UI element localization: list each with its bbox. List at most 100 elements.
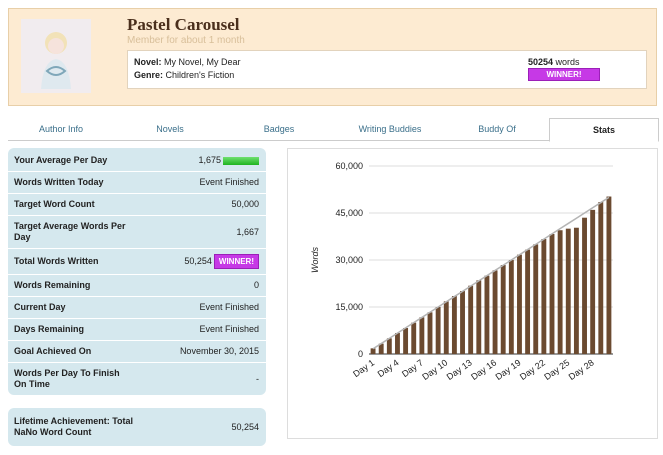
bar [573, 227, 579, 354]
bar [451, 296, 457, 354]
stat-value: - [256, 373, 259, 384]
x-tick-label: Day 4 [376, 357, 401, 379]
stat-value: Event Finished [199, 177, 259, 187]
stat-value-wrap: 0 [254, 280, 259, 291]
stat-value: Event Finished [199, 302, 259, 312]
stat-value-wrap: 50,000 [231, 199, 259, 210]
stat-label: Days Remaining [14, 324, 85, 334]
y-tick-label: 60,000 [335, 161, 363, 171]
bar [443, 301, 449, 354]
profile-header: Pastel Carousel Member for about 1 month… [8, 8, 657, 106]
tab[interactable]: Stats [549, 118, 659, 142]
tab[interactable]: Writing Buddies [358, 124, 422, 134]
lifetime-label: Lifetime Achievement: Total NaNo Word Co… [14, 416, 134, 437]
bar [484, 275, 490, 354]
bar [460, 291, 465, 354]
bar [557, 230, 563, 354]
y-tick-label: 30,000 [335, 255, 363, 265]
stat-value: Event Finished [199, 324, 259, 334]
stat-value-wrap: 1,667 [236, 227, 259, 238]
stat-value-wrap: 1,675 [198, 155, 259, 166]
bar [468, 285, 474, 354]
novel-label: Novel: [134, 57, 162, 67]
stat-row: Days Remaining Event Finished [8, 319, 266, 341]
stat-value-wrap: November 30, 2015 [180, 346, 259, 357]
stat-row: Words Per Day To Finish On Time - [8, 363, 266, 395]
x-tick-label: Day 25 [542, 357, 571, 382]
x-tick-label: Day 1 [351, 357, 376, 379]
bar [476, 280, 482, 354]
tab[interactable]: Badges [263, 124, 295, 134]
genre-label: Genre: [134, 70, 164, 80]
stat-value: 1,675 [198, 155, 221, 165]
stat-row: Words Remaining 0 [8, 275, 266, 297]
y-tick-label: 0 [358, 349, 363, 359]
winner-badge: WINNER! [528, 68, 600, 81]
bar [590, 209, 596, 354]
stat-row: Target Average Words Per Day 1,667 [8, 216, 266, 249]
word-count: 50254 [528, 57, 554, 67]
bar [403, 327, 409, 354]
bar [517, 254, 522, 354]
stat-value: 0 [253, 280, 259, 290]
bar [549, 233, 555, 354]
bar [395, 333, 400, 354]
stat-row: Total Words Written 50,254 WINNER! [8, 249, 266, 275]
bar [533, 244, 539, 354]
stat-label: Current Day [14, 302, 66, 312]
stat-value-wrap: Event Finished [199, 324, 259, 335]
bar [411, 322, 417, 354]
stat-label: Words Per Day To Finish On Time [14, 368, 120, 389]
stat-label: Your Average Per Day [14, 155, 108, 165]
stat-row: Current Day Event Finished [8, 297, 266, 319]
stat-row: Goal Achieved On November 30, 2015 [8, 341, 266, 363]
member-since: Member for about 1 month [127, 35, 245, 46]
tab[interactable]: Author Info [38, 124, 84, 134]
bar [598, 202, 604, 354]
stat-value-wrap: Event Finished [199, 177, 259, 188]
x-tick-label: Day 19 [494, 357, 523, 382]
bar [386, 338, 392, 354]
avatar [21, 19, 91, 93]
bar [378, 343, 384, 354]
stat-row: Words Written Today Event Finished [8, 172, 266, 194]
stat-label: Goal Achieved On [14, 346, 92, 356]
stat-value: 50,254 [184, 256, 212, 266]
x-tick-label: Day 10 [420, 357, 449, 382]
winner-badge: WINNER! [213, 254, 259, 269]
y-tick-label: 15,000 [335, 302, 363, 312]
bar [500, 265, 506, 354]
stat-value: 1,667 [236, 226, 259, 237]
stat-label: Target Word Count [14, 199, 95, 209]
novel-title: My Novel, My Dear [164, 57, 241, 67]
lifetime-value: 50,254 [231, 421, 259, 432]
genre: Children's Fiction [165, 70, 235, 80]
chart-box: Words 0 15,000 30,000 45,000 60,000 Day 1 Day … [287, 148, 658, 439]
stat-row: Target Word Count 50,000 [8, 194, 266, 216]
stat-row: Your Average Per Day 1,675 [8, 150, 266, 172]
x-tick-label: Day 22 [518, 357, 547, 382]
stat-label: Target Average Words Per Day [14, 221, 126, 242]
lifetime-panel: Lifetime Achievement: Total NaNo Word Co… [8, 408, 266, 446]
bar [492, 270, 498, 354]
bar [508, 260, 514, 354]
bar [427, 312, 433, 354]
bar [419, 317, 425, 354]
stat-value: 50,000 [231, 199, 259, 209]
tab-bar: Author Info Novels Badges Writing Buddies Bu… [8, 118, 659, 142]
bar [370, 348, 376, 354]
tab[interactable]: Novels [156, 124, 184, 134]
progress-bar [223, 156, 259, 165]
stat-value-wrap: Event Finished [199, 302, 259, 313]
stat-label: Words Written Today [14, 177, 104, 187]
bar [606, 196, 612, 354]
stat-label: Total Words Written [14, 256, 99, 266]
x-tick-label: Day 13 [445, 357, 474, 382]
word-unit: words [555, 57, 580, 67]
y-tick-label: 45,000 [335, 208, 363, 218]
stat-value: November 30, 2015 [179, 346, 259, 356]
tab[interactable]: Buddy Of [478, 124, 516, 134]
stat-label: Words Remaining [14, 280, 91, 290]
x-tick-label: Day 16 [469, 357, 498, 382]
